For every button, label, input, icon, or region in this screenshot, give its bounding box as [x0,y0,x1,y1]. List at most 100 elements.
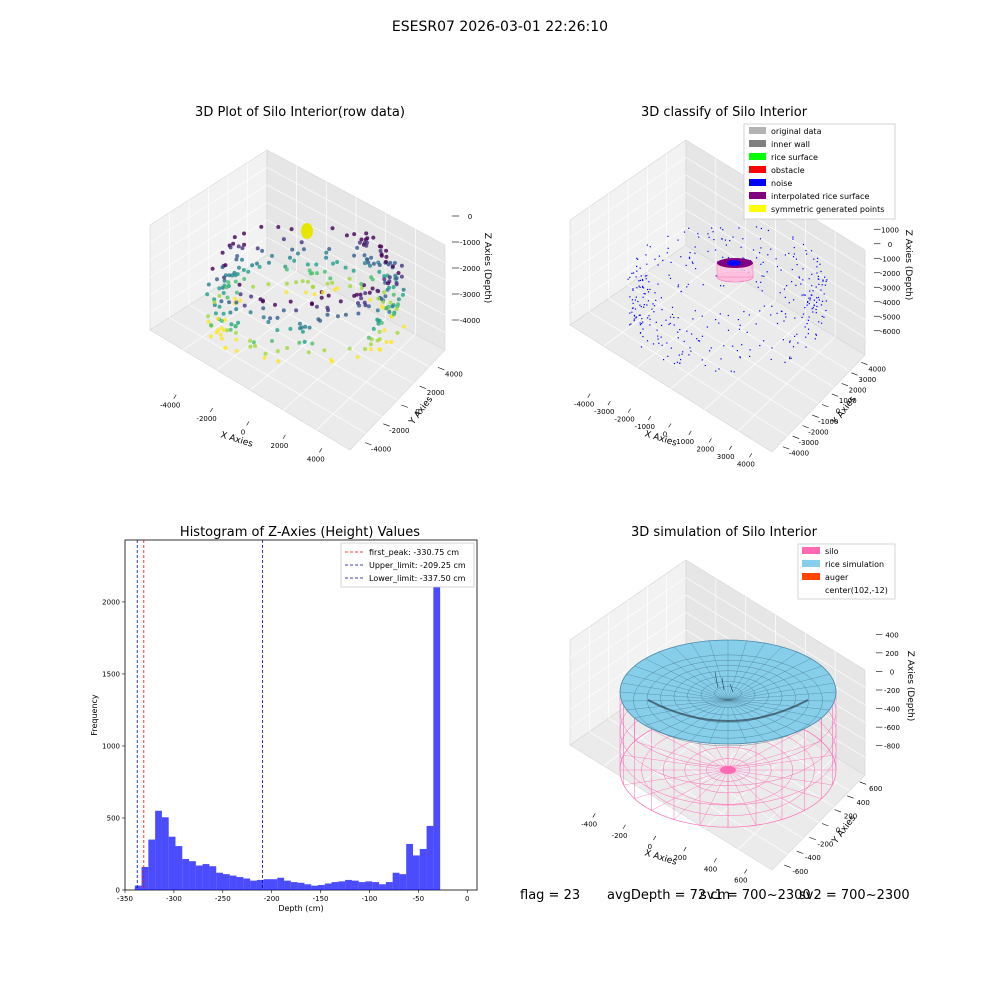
plot-classify-z-tick-label: -3000 [880,284,900,292]
plot-raw-data-point [396,302,401,307]
plot-classify-noise-point [807,333,809,335]
plot-simulation-rice-mesh-spoke [634,665,729,701]
plot-classify-legend-swatch [749,166,766,173]
plot-classify-x-label: X Axies [643,429,678,448]
plot-raw-data-point [358,292,363,297]
plot-classify-legend-label: interpolated rice surface [771,192,869,201]
plot-classify-noise-point [644,293,646,295]
plot-simulation-x-tick-label: -400 [581,821,597,829]
plot-raw-data-point [263,351,268,356]
plot-classify-noise-point [821,300,824,302]
plot-raw-data-point [369,347,374,352]
plot-raw-data-point [300,329,305,334]
plot-classify-noise-point [701,315,703,317]
plot-histogram-y-tick-label: 0 [116,887,120,895]
plot-classify-legend-swatch [749,153,766,160]
plot-classify-noise-point [825,300,827,302]
plot-classify-noise-point [718,368,720,370]
plot-raw-data-point [275,315,280,320]
plot-raw-data-point [238,292,243,297]
plot-simulation-x-label: X Axies [643,848,678,867]
plot-classify-noise-point [752,249,755,251]
plot-raw-data-point [347,276,352,281]
plot-classify-noise-point [792,238,794,240]
plot-simulation-z-tick-label: -400 [884,706,900,714]
plot-classify-noise-point [794,317,796,319]
plot-raw-data-point [303,324,308,329]
plot-classify-noise-point [795,284,797,286]
plot-classify-noise-point [639,279,641,281]
plot-histogram-bar [222,874,230,890]
plot-raw-data-point [377,263,382,267]
plot-simulation-silo-floor-spoke [634,741,729,771]
plot-classify-noise-point [788,302,790,304]
plot-classify-noise-point [785,316,787,318]
plot-raw-data-point [396,271,401,275]
plot-raw-data-point [222,278,227,283]
plot-classify-noise-point [634,308,637,310]
plot-simulation-rice-mesh-spoke [673,646,729,701]
plot-histogram-bar [317,884,325,890]
status-flag: flag = 23 [520,888,581,903]
plot-classify-noise-point [647,288,649,291]
plot-simulation-legend-label: auger [825,573,849,582]
plot-raw-data-point [223,263,228,268]
plot-raw-data-x-tick-label: -2000 [196,415,216,423]
plot-simulation-silo-floor-spoke [651,729,729,771]
plot-classify-noise-point [806,253,808,255]
plot-classify-noise-point [763,275,765,277]
plot-classify-noise-point [739,357,741,359]
plot-classify-noise-point [708,236,710,238]
plot-raw-data-point [355,355,360,360]
plot-classify-noise-point [633,314,635,316]
plot-classify-noise-point [808,316,810,318]
plot-classify-noise-point [738,227,740,229]
plot-classify: 3D classify of Silo Interior -4000-3000-… [569,105,913,468]
plot-raw-data-point [371,261,376,266]
plot-classify-noise-point [632,288,634,290]
plot-raw-data-point [388,300,393,305]
plot-raw-data-point [220,265,225,270]
plot-raw-data-point [384,248,389,253]
plot-simulation-x-tick [653,835,657,841]
plot-raw-data-point [309,301,314,306]
plot-simulation-rice-mesh-spoke [727,640,747,701]
plot-classify-noise-point [762,261,764,263]
plot-classify-noise-point [771,347,773,349]
plot-classify-noise-point [713,239,715,241]
plot-classify-noise-point [698,236,700,238]
plot-raw-data-point [375,288,380,293]
plot-classify-noise-point [776,312,778,314]
plot-classify-noise-point [801,294,803,296]
plot-raw-data-point [335,314,340,319]
plot-raw-data-x-tick [282,434,286,440]
plot-classify-noise-point [631,272,633,274]
plot-classify-noise-point [676,361,678,363]
plot-classify-noise-point [660,336,662,338]
plot-raw-data-point [294,280,299,285]
plot-simulation-rice-mesh-spoke [727,665,822,701]
plot-classify-noise-point [820,304,823,306]
plot-raw-data-point [384,340,389,344]
plot-raw-data-point [227,300,232,305]
plot-classify-noise-point [781,310,783,312]
plot-classify-noise-point [801,316,803,318]
plot-raw-data-point [234,300,239,305]
plot-classify-noise-point [638,280,640,282]
plot-classify-noise-point [815,312,817,314]
plot-simulation-rice-mesh-spoke [727,658,811,701]
plot-raw-data-point [384,254,389,259]
plot-raw-data-point [225,295,230,300]
plot-classify-noise-point [641,323,643,325]
plot-classify-noise-point [789,356,791,358]
plot-classify-noise-point [739,324,741,326]
plot-raw-data-point [248,338,253,343]
plot-classify-noise-point [767,229,769,232]
plot-histogram-bar [189,861,196,890]
plot-classify-noise-point [804,294,806,296]
plot-classify-noise-point [677,337,679,339]
plot-raw-data-point [376,296,381,301]
plot-classify-noise-point [645,254,647,256]
plot-classify-noise-point [687,283,689,285]
plot-raw-data-point [362,261,367,266]
